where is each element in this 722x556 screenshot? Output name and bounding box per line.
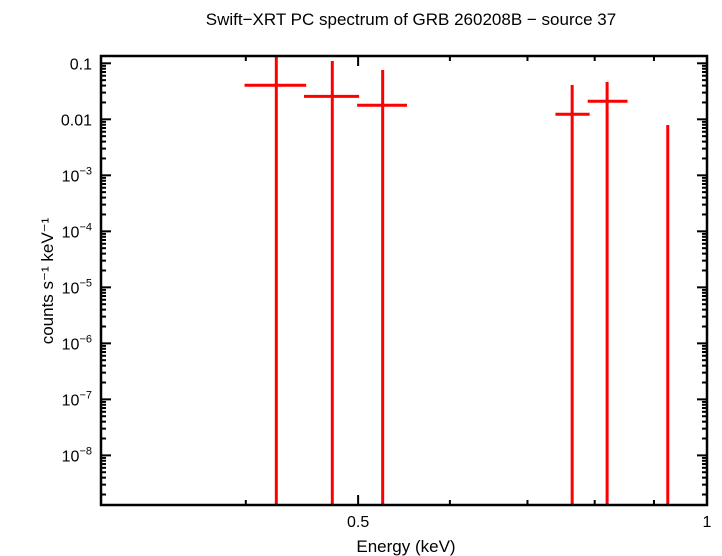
y-tick-label: 10−4 <box>62 221 92 241</box>
x-tick-label: 1 <box>703 514 712 531</box>
y-tick-label-base: 10 <box>62 392 80 409</box>
data-point <box>555 85 590 505</box>
y-tick-label-exponent: −6 <box>79 333 92 345</box>
plot-frame <box>99 54 709 507</box>
y-tick-label-exponent: −7 <box>79 389 92 401</box>
y-tick-label-exponent: −8 <box>79 445 92 457</box>
y-tick-label-base: 10 <box>62 168 80 185</box>
y-tick-label: 0.1 <box>70 56 92 73</box>
y-axis-label: counts s⁻¹ keV⁻¹ <box>38 217 57 344</box>
y-tick-label: 10−8 <box>62 445 92 465</box>
y-tick-label: 10−5 <box>62 277 92 297</box>
y-tick-label-base: 10 <box>62 448 80 465</box>
data-point <box>357 70 408 505</box>
y-tick-label: 0.01 <box>61 112 92 129</box>
data-point <box>303 60 360 505</box>
y-tick-label: 10−6 <box>62 333 92 353</box>
x-axis-label: Energy (keV) <box>356 537 455 556</box>
y-tick-label-base: 10 <box>62 336 80 353</box>
chart-title: Swift−XRT PC spectrum of GRB 260208B − s… <box>206 10 616 29</box>
y-tick-label-base: 10 <box>62 224 80 241</box>
y-tick-label: 10−7 <box>62 389 92 409</box>
data-point <box>587 82 628 505</box>
y-tick-label-base: 10 <box>62 280 80 297</box>
x-tick-labels: 0.5 1 <box>347 514 712 531</box>
y-tick-label-exponent: −5 <box>79 277 92 289</box>
y-tick-label-exponent: −4 <box>79 221 92 233</box>
x-tick-label: 0.5 <box>347 514 369 531</box>
data-points <box>244 56 670 505</box>
data-point <box>244 56 307 505</box>
axis-ticks <box>101 56 708 505</box>
y-tick-label-exponent: −3 <box>79 165 92 177</box>
y-tick-label: 10−3 <box>62 165 92 185</box>
